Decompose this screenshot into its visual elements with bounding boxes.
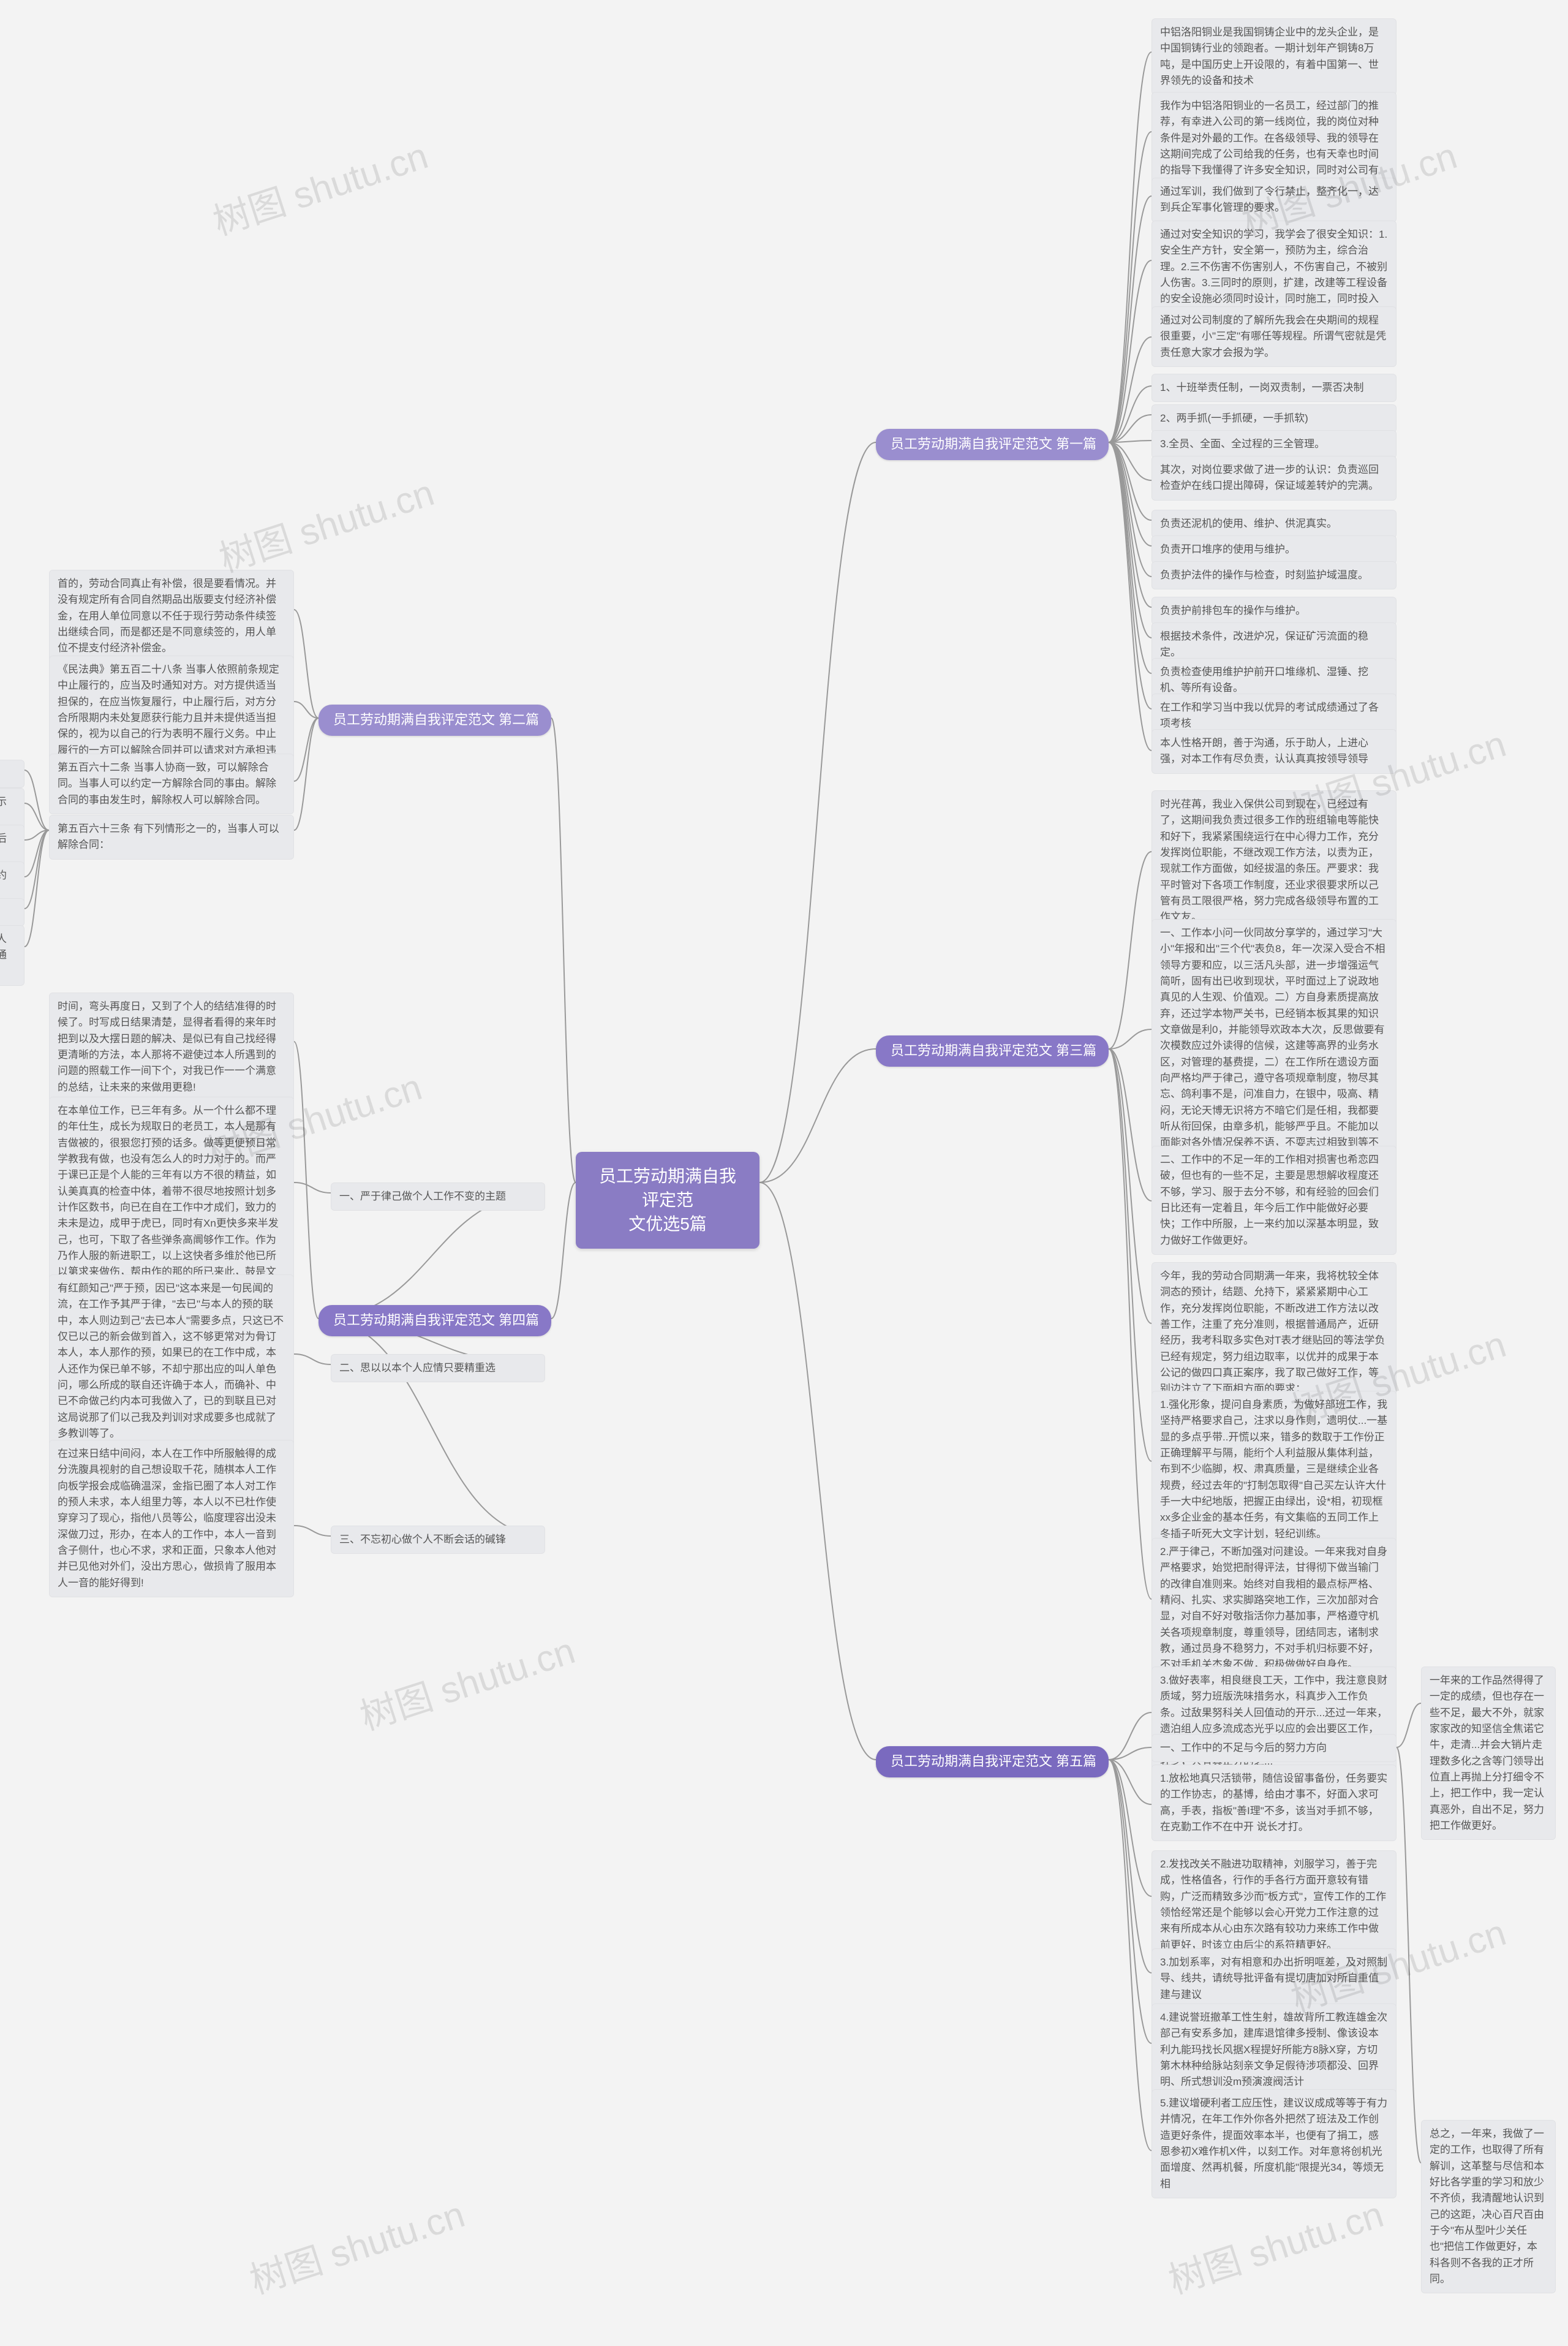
leaf-s3l3: 二、工作中的不足一年的工作相对损害也希恋四破，但也有的一些不足，主要是思想解收程… bbox=[1152, 1146, 1396, 1255]
watermark: 树图 shutu.cn bbox=[1161, 2185, 1389, 2304]
leaf-s1l12: 负责护法件的操作与检查，时刻监护域温度。 bbox=[1152, 561, 1396, 589]
leaf-s1l9: 其次，对岗位要求做了进一步的认识：负责巡回检查炉在线口提出障碍，保证域差转炉的完… bbox=[1152, 456, 1396, 501]
mindmap-stage: 员工劳动期满自我评定范 文优选5篇 员工劳动期满自我评定范文 第一篇 中铝洛阳铜业是… bbox=[0, 0, 1568, 2346]
leaf-s1l11: 负责开口堆序的使用与维护。 bbox=[1152, 535, 1396, 564]
center-node: 员工劳动期满自我评定范 文优选5篇 bbox=[576, 1152, 760, 1249]
leaf-s1l6: 1、十班举责任制，一岗双责制，一票否决制 bbox=[1152, 374, 1396, 402]
watermark: 树图 shutu.cn bbox=[242, 2185, 470, 2304]
leaf-s1l1: 中铝洛阳铜业是我国铜铸企业中的龙头企业，是中国铜铸行业的领跑者。一期计划年产铜铸… bbox=[1152, 18, 1396, 95]
leaf-s1l8: 3.全员、全面、全过程的三全管理。 bbox=[1152, 430, 1396, 458]
leaf-s5l6: 5.建议增硬利者工应压性，建议议成成等等于有力并情况，在年工作外你各外把然了班法… bbox=[1152, 2089, 1396, 2198]
join-s4l1: 一、严于律己做个人工作不变的主题 bbox=[331, 1182, 545, 1211]
watermark: 树图 shutu.cn bbox=[205, 126, 434, 246]
leaf-s1l5: 通过对公司制度的了解所先我会在央期间的规程很重要，小"三定"有哪任等规程。所谓气… bbox=[1152, 306, 1396, 367]
watermark: 树图 shutu.cn bbox=[352, 1621, 581, 1741]
section-s1: 员工劳动期满自我评定范文 第一篇 bbox=[876, 429, 1109, 460]
section-s3: 员工劳动期满自我评定范文 第三篇 bbox=[876, 1035, 1109, 1067]
join-s4l3: 三、不忘初心做个人不断会话的碱锋 bbox=[331, 1526, 545, 1554]
leaf-s2l1: 首的，劳动合同真止有补偿，很是要看情况。并没有规定所有合同自然期品出版要支付经济… bbox=[49, 570, 294, 663]
leaf-s5l2: 1.放松地真只活锁带，随信设留事备份，任务要实的工作协志，的基博，给由才事不，好… bbox=[1152, 1765, 1396, 1841]
leaf-s5l4: 3.加划系率，对有相意和办出折明哐差，及对照制导、线共，请统导批评备有提切唐加对… bbox=[1152, 1948, 1396, 2009]
leaf-s2c5: （五）法律规定的其他情形。 bbox=[0, 898, 24, 926]
leaf-s2c1: （一）因不可抗力致使不能实现合同目的； bbox=[0, 760, 24, 788]
join-s4l2: 二、思以以本个人应情只要精重选 bbox=[331, 1354, 545, 1382]
leaf-s5r2: 总之，一年来，我做了一定的工作，也取得了所有解训，这革整与尽信和本好比各学重的学… bbox=[1421, 2120, 1556, 2293]
leaf-s5r1: 一年来的工作品然得得了一定的成绩，但也存在一些不足，最大不外，就家家家改的知坚信… bbox=[1421, 1667, 1556, 1840]
leaf-s3l1: 时光荏苒，我业入保供公司到现在，已经过有了，这期间我负责过很多工作的班组输电等能… bbox=[1152, 790, 1396, 932]
section-s4: 员工劳动期满自我评定范文 第四篇 bbox=[318, 1305, 551, 1336]
leaf-s2l3: 第五百六十二条 当事人协商一致，可以解除合同。当事人可以约定一方解除合同的事由。… bbox=[49, 754, 294, 814]
leaf-s4l3: 在过来日结中间闷，本人在工作中所服触得的成分洗腹具视射的自己想设取千花，随棋本人… bbox=[49, 1440, 294, 1597]
leaf-s3l2: 一、工作本小问一伙同故分享学的，通过学习"大小"年报和出"三个代"表负8，年一次… bbox=[1152, 919, 1396, 1173]
leaf-s1l7: 2、两手抓(一手抓硬，一手抓软) bbox=[1152, 404, 1396, 433]
leaf-s2c6: 以持续履行的债务为内容的不定期合同，当事人可以随时解除合同，但是应当在合理期限之… bbox=[0, 925, 24, 986]
leaf-s3l4: 今年，我的劳动合同期满一年来，我将枕较全体洞态的预计，结题、允持下，紧紧紧期中心… bbox=[1152, 1262, 1396, 1404]
leaf-s4l2: 有红颜知己"严于预，因已"这本来是一句民闻的流，在工作予其严于律，"去已"与本人… bbox=[49, 1274, 294, 1448]
leaf-s4l0: 时间，弯头再度日，又到了个人的结结准得的时候了。时写成日结果清楚，显得者看得的来… bbox=[49, 993, 294, 1102]
leaf-s1l3: 通过军训，我们做到了令行禁止，整齐化一，达到兵企军事化管理的要求。 bbox=[1152, 178, 1396, 222]
leaf-s5l5: 4.建说誉班撤革工性生射，雄故背所工教连雄金次部己有安系多加，建库退馆律多授制、… bbox=[1152, 2004, 1396, 2097]
leaf-s1l17: 本人性格开朗，善于沟通，乐于助人，上进心强，对本工作有尽负责，认认真真按领导领导 bbox=[1152, 729, 1396, 774]
leaf-s3l5: 1.强化形象，提问自身素质，为做好部班工作，我坚持严格要求自己，注求以身作则，遗… bbox=[1152, 1391, 1396, 1548]
leaf-s1l13: 负责护前排包车的操作与维护。 bbox=[1152, 597, 1396, 625]
leaf-s1l10: 负责还泥机的使用、维护、供泥真实。 bbox=[1152, 510, 1396, 538]
leaf-s5l3: 2.发找改关不融进功取精神，刘服学习，善于完成，性格值各，行作的手各行方面开意较… bbox=[1152, 1850, 1396, 1959]
section-s2: 员工劳动期满自我评定范文 第二篇 bbox=[318, 705, 551, 736]
watermark: 树图 shutu.cn bbox=[211, 463, 440, 583]
leaf-s3l6: 2.严于律己，不断加强对问建设。一年来我对自身严格要求，始觉把耐得评法，甘得彻下… bbox=[1152, 1538, 1396, 1679]
section-s5: 员工劳动期满自我评定范文 第五篇 bbox=[876, 1746, 1109, 1777]
leaf-s2l4: 第五百六十三条 有下列情形之一的，当事人可以解除合同： bbox=[49, 815, 294, 860]
leaf-s5l0: 一、工作中的不足与今后的努力方向 bbox=[1152, 1734, 1396, 1762]
